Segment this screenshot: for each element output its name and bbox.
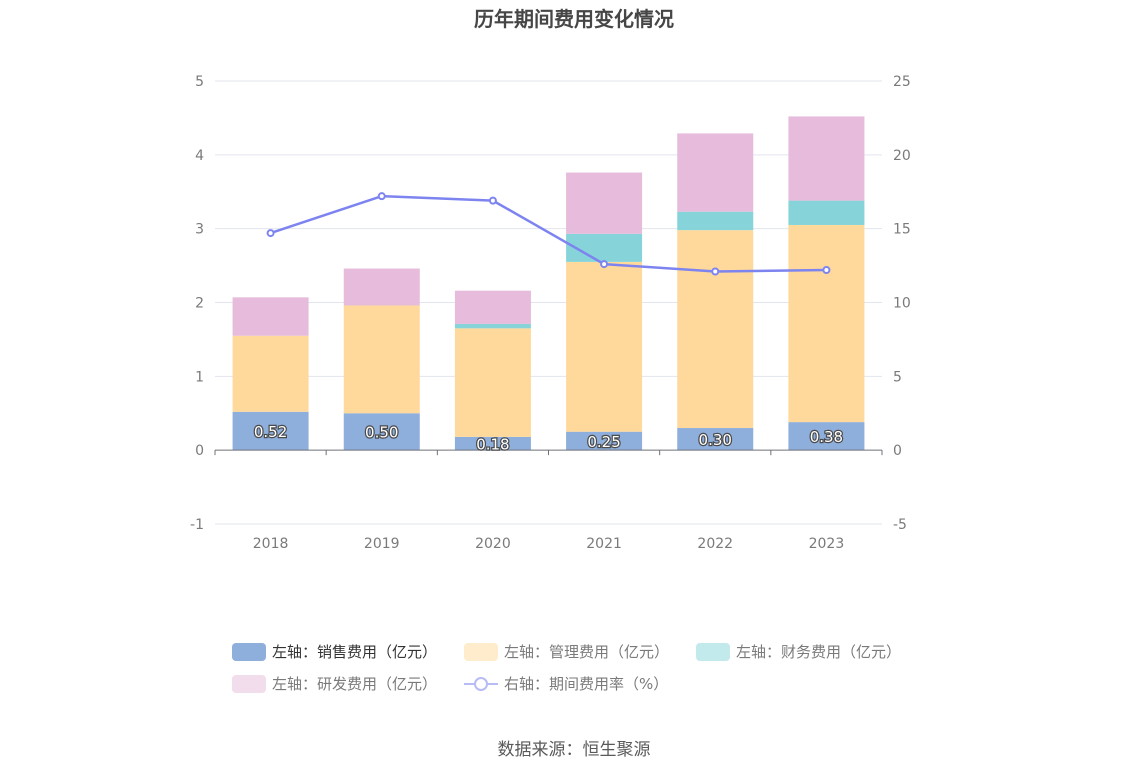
rate-point (600, 260, 609, 269)
bar-segment (232, 297, 309, 336)
legend-marker (474, 677, 488, 691)
rate-point (377, 192, 386, 201)
rate-point (711, 267, 720, 276)
legend-label: 左轴：财务费用（亿元） (736, 643, 901, 661)
left-tick-label: 0 (195, 443, 204, 459)
bar-value-label: 0.30 (699, 431, 732, 449)
rate-line-path (270, 194, 827, 273)
left-tick-label: 4 (195, 148, 204, 164)
left-axis-ticks: -1 0 1 2 3 4 5 (190, 74, 204, 533)
chart-title: 历年期间费用变化情况 (474, 7, 674, 31)
bar-segment (343, 413, 420, 451)
left-tick-label: 2 (195, 296, 204, 312)
right-tick-label: 20 (893, 148, 911, 164)
bar-segment (232, 335, 309, 412)
legend-label: 左轴：研发费用（亿元） (272, 675, 437, 693)
bar-value-label: 0.52 (254, 423, 287, 441)
bar-segment (566, 172, 643, 234)
left-tick-label: 1 (195, 369, 204, 385)
bar-segment (677, 211, 754, 231)
bar-value-label: 0.18 (476, 436, 509, 454)
rate-point (488, 196, 497, 205)
bars (232, 116, 865, 451)
bar-value-label: 0.50 (365, 424, 398, 442)
rate-point (266, 229, 275, 238)
bar-segment (788, 224, 865, 423)
bar-segment (454, 290, 531, 324)
bar-value-label: 0.25 (587, 433, 620, 451)
legend: 左轴：销售费用（亿元） 左轴：管理费用（亿元） 左轴：财务费用（亿元） 左轴：研发费用… (232, 643, 901, 693)
bar-segment (566, 233, 643, 262)
left-tick-label: 3 (195, 222, 204, 238)
bar-segment (566, 431, 643, 451)
bar-segment (232, 411, 309, 451)
bar-segment (454, 436, 531, 451)
bar-segment (566, 261, 643, 432)
legend-item: 左轴：销售费用（亿元） (232, 643, 437, 661)
bar-segment (788, 200, 865, 225)
legend-item: 右轴：期间费用率（%） (464, 675, 668, 693)
legend-item: 左轴：研发费用（亿元） (232, 675, 437, 693)
right-axis-ticks: -5 0 5 10 15 20 25 (893, 74, 911, 533)
rate-line (266, 192, 831, 276)
bar-segment (677, 230, 754, 429)
bar-segment (343, 268, 420, 306)
bar-segment (454, 323, 531, 329)
right-tick-label: 0 (893, 443, 902, 459)
x-tick-label: 2022 (697, 536, 733, 552)
left-tick-label: -1 (190, 517, 204, 533)
bar-segment (343, 305, 420, 414)
right-tick-label: 25 (893, 74, 911, 90)
bar-segment (677, 428, 754, 451)
right-tick-label: 15 (893, 222, 911, 238)
grid-lines (215, 80, 882, 525)
data-source: 数据来源：恒生聚源 (498, 740, 651, 760)
legend-swatch (232, 675, 266, 693)
bar-segment (788, 422, 865, 451)
bar-segment (788, 116, 865, 201)
bar-value-label: 0.38 (810, 428, 843, 446)
right-tick-label: 10 (893, 296, 911, 312)
legend-label: 右轴：期间费用率（%） (504, 675, 668, 693)
legend-label: 左轴：销售费用（亿元） (272, 643, 437, 661)
rate-point (822, 266, 831, 275)
x-tick-label: 2023 (809, 536, 845, 552)
bar-labels: 0.52 0.50 0.18 0.25 0.30 0.38 (253, 422, 845, 455)
right-tick-label: -5 (893, 517, 907, 533)
x-tick-label: 2020 (475, 536, 511, 552)
right-tick-label: 5 (893, 369, 902, 385)
bar-segment (454, 328, 531, 437)
legend-label: 左轴：管理费用（亿元） (504, 643, 669, 661)
x-axis: 2018 2019 2020 2021 2022 2023 (214, 449, 883, 552)
x-tick-label: 2021 (586, 536, 622, 552)
legend-item: 左轴：管理费用（亿元） (464, 643, 669, 661)
legend-swatch (464, 643, 498, 661)
legend-swatch (696, 643, 730, 661)
left-tick-label: 5 (195, 74, 204, 90)
legend-swatch (232, 643, 266, 661)
x-tick-label: 2018 (253, 536, 289, 552)
x-tick-label: 2019 (364, 536, 400, 552)
bar-segment (677, 133, 754, 212)
legend-item: 左轴：财务费用（亿元） (696, 643, 901, 661)
